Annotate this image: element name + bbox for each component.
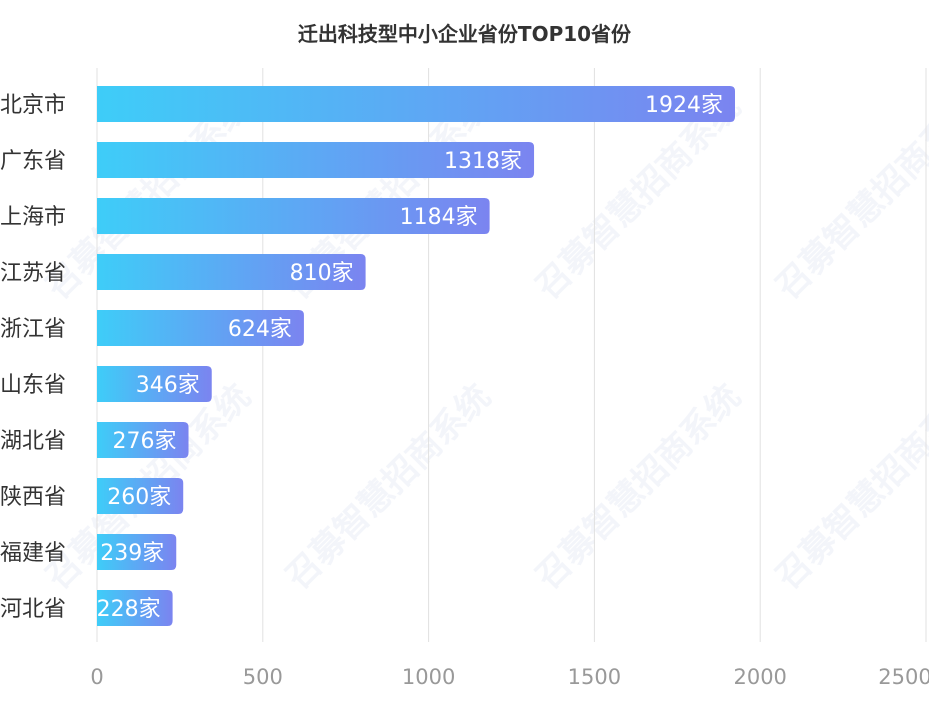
bar (97, 86, 735, 122)
bar (97, 254, 366, 290)
category-label: 河北省 (0, 597, 66, 622)
data-label: 1924家 (645, 93, 723, 118)
category-label: 湖北省 (0, 429, 66, 454)
bar (97, 478, 184, 514)
data-label: 260家 (107, 485, 171, 510)
data-label: 276家 (113, 429, 177, 454)
x-tick-label: 500 (243, 665, 283, 689)
data-label: 228家 (97, 597, 161, 622)
data-label: 239家 (100, 541, 164, 566)
chart-title: 迁出科技型中小企业省份TOP10省份 (297, 22, 632, 46)
bar (97, 142, 535, 178)
category-label: 浙江省 (0, 317, 66, 342)
category-label: 江苏省 (0, 261, 66, 286)
bar (97, 310, 304, 346)
x-tick-label: 1000 (402, 665, 455, 689)
data-label: 624家 (228, 317, 292, 342)
data-label: 1318家 (444, 149, 522, 174)
bar (97, 422, 189, 458)
data-label: 810家 (290, 261, 354, 286)
data-label: 1184家 (400, 205, 478, 230)
x-tick-label: 1500 (568, 665, 621, 689)
category-label: 山东省 (0, 373, 66, 398)
x-tick-label: 0 (90, 665, 103, 689)
bar (97, 366, 212, 402)
category-label: 福建省 (0, 541, 66, 566)
category-label: 广东省 (0, 149, 66, 174)
bar (97, 534, 177, 570)
x-tick-label: 2500 (878, 665, 929, 689)
category-label: 北京市 (0, 93, 66, 118)
category-label: 陕西省 (0, 485, 66, 510)
category-label: 上海市 (0, 205, 66, 230)
x-tick-label: 2000 (733, 665, 786, 689)
bar (97, 590, 173, 626)
data-label: 346家 (136, 373, 200, 398)
bar (97, 198, 490, 234)
